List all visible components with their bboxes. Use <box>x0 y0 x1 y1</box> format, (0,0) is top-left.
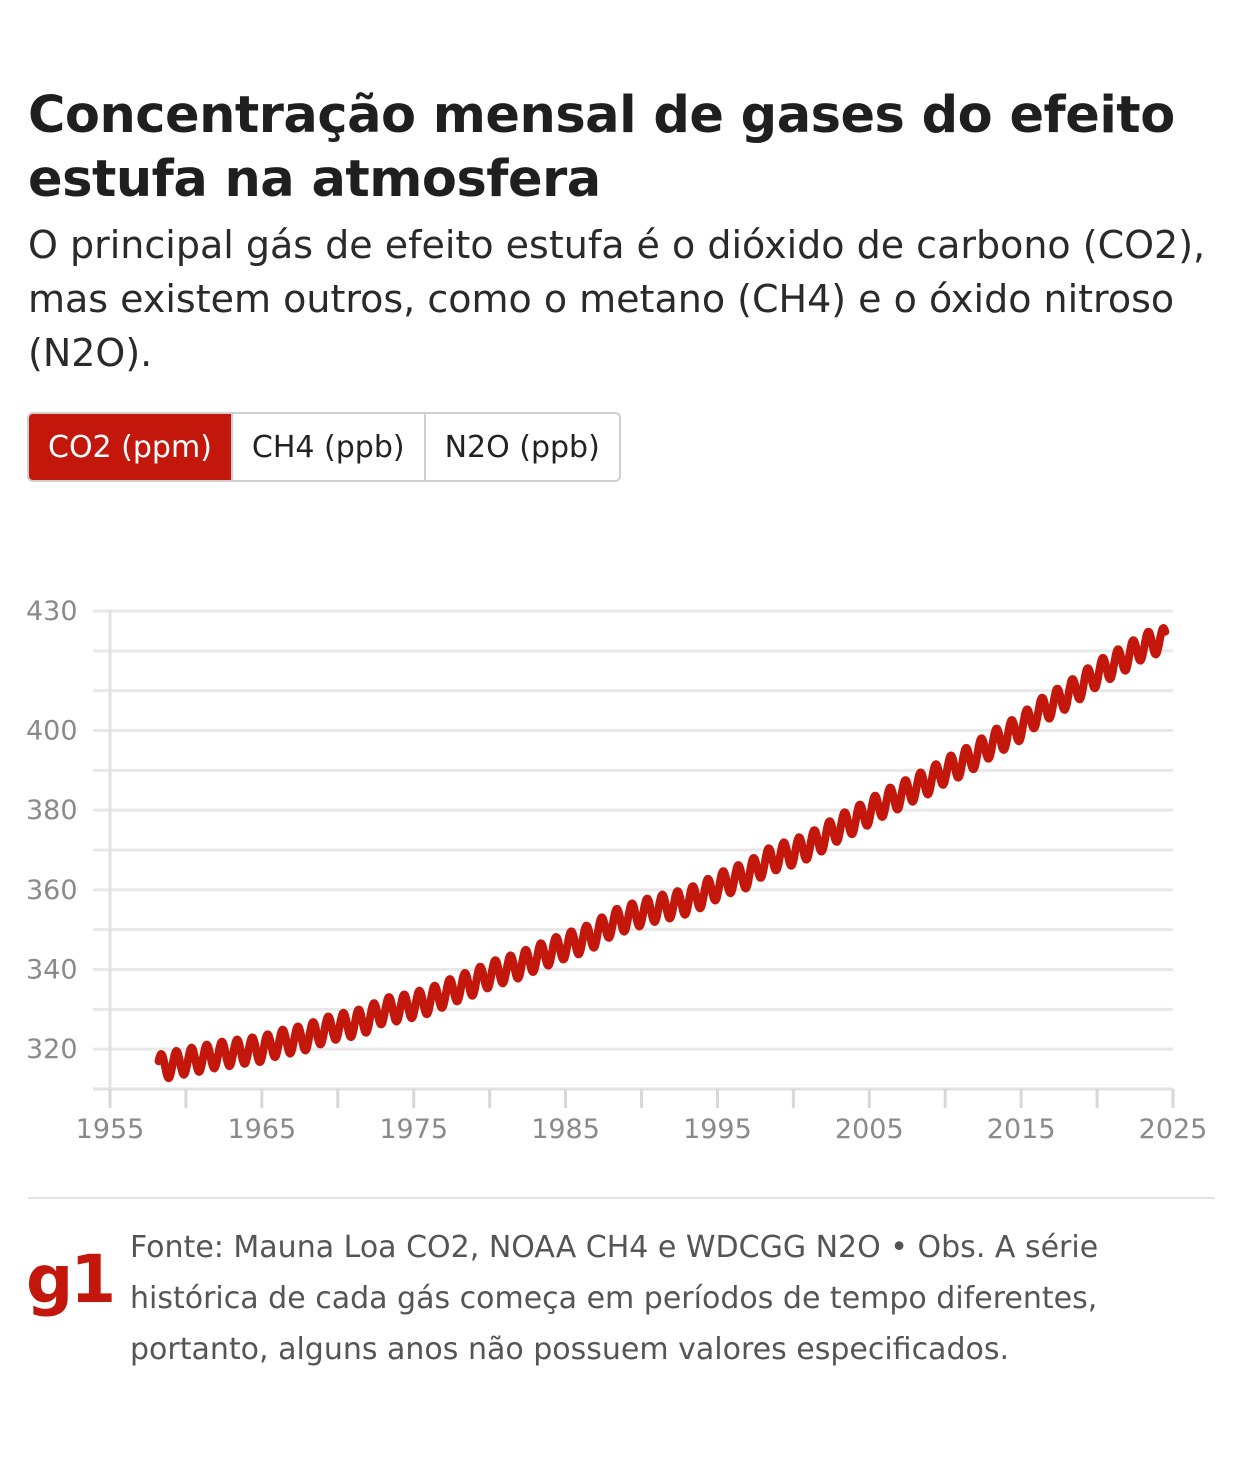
x-tick-label: 1985 <box>531 1114 600 1145</box>
x-tick-label: 2005 <box>835 1114 904 1145</box>
tab-n2o[interactable]: N2O (ppb) <box>423 414 619 480</box>
gas-selector: CO2 (ppm) CH4 (ppb) N2O (ppb) <box>27 412 621 482</box>
source-note: Fonte: Mauna Loa CO2, NOAA CH4 e WDCGG N… <box>130 1230 1099 1367</box>
footer-divider <box>28 1197 1215 1199</box>
y-tick-label: 380 <box>26 795 78 826</box>
g1-logo: g1 <box>26 1241 116 1318</box>
x-tick-label: 1975 <box>379 1114 448 1145</box>
y-tick-label: 320 <box>26 1034 78 1065</box>
chart-title: Concentração mensal de gases do efeito e… <box>28 86 1175 209</box>
tab-co2[interactable]: CO2 (ppm) <box>29 414 231 480</box>
y-tick-label: 430 <box>26 596 78 627</box>
x-tick-label: 1965 <box>227 1114 296 1145</box>
y-tick-label: 340 <box>26 955 78 986</box>
tab-ch4[interactable]: CH4 (ppb) <box>230 414 424 480</box>
x-tick-label: 1955 <box>76 1114 145 1145</box>
x-tick-label: 2025 <box>1139 1114 1208 1145</box>
x-tick-label: 2015 <box>987 1114 1056 1145</box>
x-tick-label: 1995 <box>683 1114 752 1145</box>
co2-series-line <box>154 624 1170 1083</box>
y-tick-label: 400 <box>26 716 78 747</box>
co2-line-chart: 430 400 380 360 340 320 1955 1965 1975 1985 1995 20… <box>26 596 1208 1145</box>
y-tick-label: 360 <box>26 875 78 906</box>
chart-subtitle: O principal gás de efeito estufa é o dió… <box>28 223 1206 375</box>
